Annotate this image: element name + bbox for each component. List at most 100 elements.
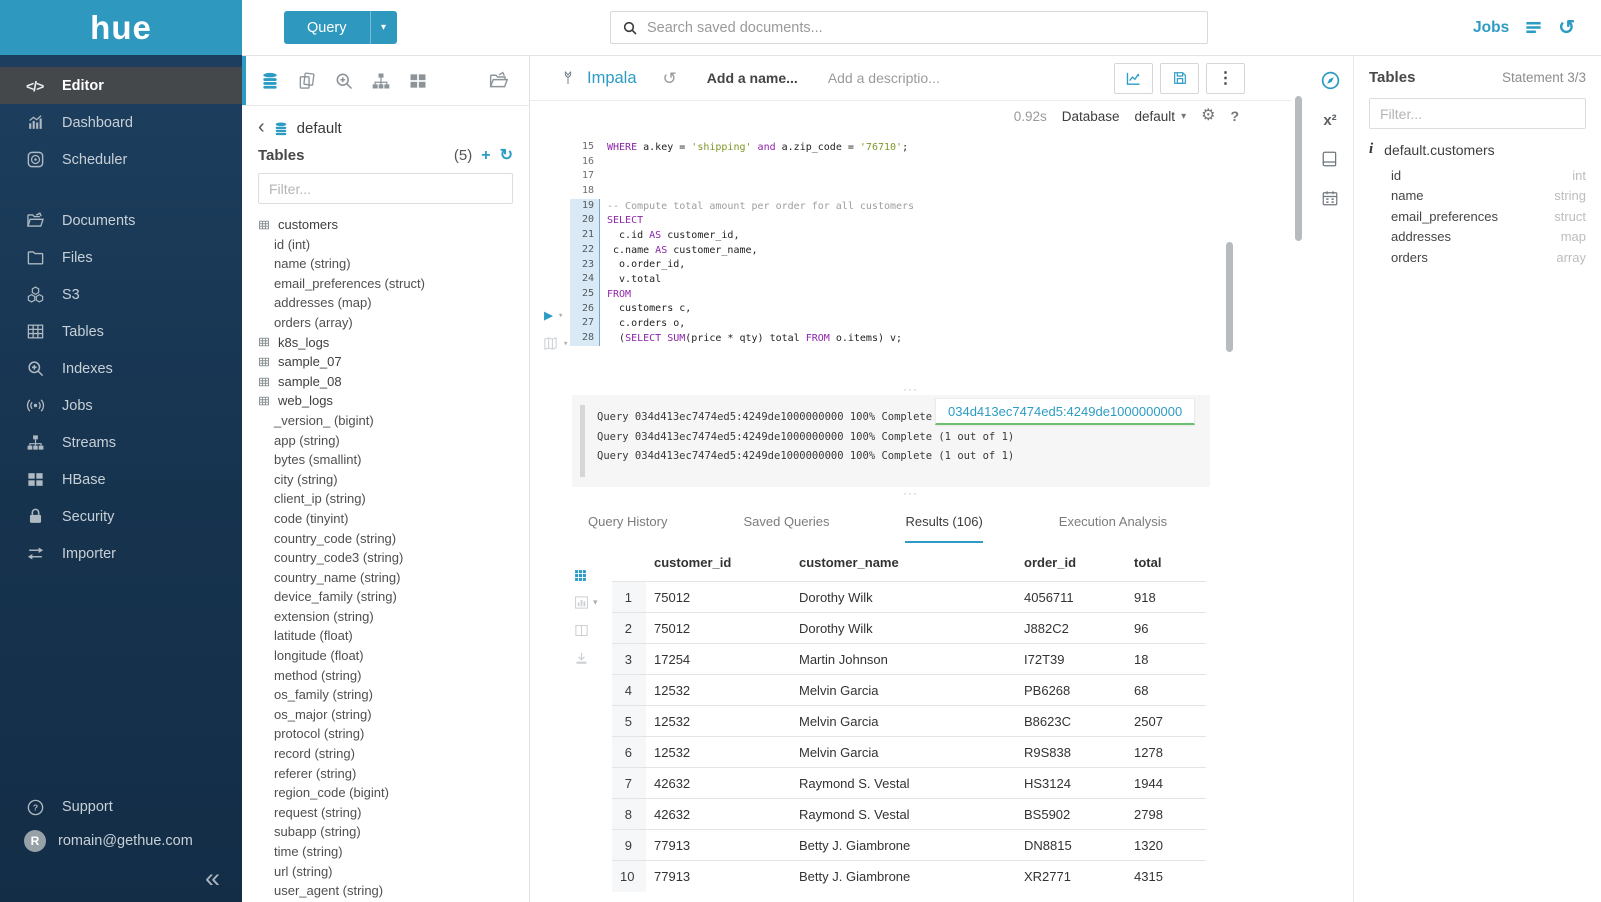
right-filter-input[interactable]: [1369, 98, 1586, 129]
column-header[interactable]: customer_name: [799, 555, 899, 570]
tree-column[interactable]: country_code (string): [274, 530, 397, 546]
sidebar-item-security[interactable]: Security: [0, 498, 242, 535]
tree-column[interactable]: time (string): [274, 844, 343, 859]
tree-column[interactable]: device_family (string): [274, 589, 397, 605]
column-header[interactable]: total: [1134, 555, 1162, 570]
sidebar-item-user[interactable]: R romain@gethue.com: [0, 824, 242, 858]
tree-column[interactable]: method (string): [274, 667, 362, 683]
sidebar-item-jobs[interactable]: Jobs: [0, 387, 242, 424]
tree-column[interactable]: latitude (float): [274, 628, 353, 644]
tree-column[interactable]: client_ip (string): [274, 491, 366, 507]
sidebar-item-streams[interactable]: Streams: [0, 424, 242, 461]
tree-column[interactable]: orders (array): [274, 314, 353, 330]
tree-column[interactable]: user_agent (string): [274, 883, 384, 899]
query-name-field[interactable]: Add a name...: [706, 70, 798, 86]
database-breadcrumb[interactable]: ‹ default: [258, 116, 513, 138]
tree-column[interactable]: city (string): [274, 471, 338, 487]
functions-icon[interactable]: x²: [1323, 112, 1337, 129]
tree-table-k8s_logs[interactable]: k8s_logs: [258, 333, 513, 353]
query-history-icon[interactable]: ↺: [662, 68, 677, 88]
tree-column[interactable]: url (string): [274, 863, 333, 879]
sidebar-item-hbase[interactable]: HBase: [0, 461, 242, 498]
sidebar-item-files[interactable]: Files: [0, 239, 242, 276]
chart-view-icon[interactable]: ▾: [574, 595, 612, 610]
sidebar-item-scheduler[interactable]: Scheduler: [0, 141, 242, 178]
tree-column[interactable]: code (tinyint): [274, 510, 349, 526]
column-header[interactable]: order_id: [1024, 555, 1077, 570]
jobs-link[interactable]: Jobs: [1473, 18, 1510, 36]
tab-execution-analysis[interactable]: Execution Analysis: [1058, 514, 1168, 529]
explain-button[interactable]: ▾: [543, 336, 568, 351]
back-chevron-icon[interactable]: ‹: [258, 116, 265, 138]
assist-column-orders[interactable]: orders array: [1369, 247, 1586, 268]
tree-column[interactable]: _version_ (bigint): [274, 412, 374, 428]
tree-column[interactable]: referer (string): [274, 765, 357, 781]
tree-column[interactable]: protocol (string): [274, 726, 365, 742]
save-button[interactable]: [1160, 62, 1199, 94]
hue-logo[interactable]: hue: [0, 0, 242, 55]
help-icon[interactable]: ?: [1230, 108, 1239, 124]
tree-column[interactable]: id (int): [274, 236, 311, 252]
sidebar-item-editor[interactable]: </> Editor: [0, 67, 242, 104]
tree-table-web_logs[interactable]: web_logs: [258, 391, 513, 411]
query-description-field[interactable]: Add a descriptio...: [827, 70, 940, 86]
resize-handle-bottom[interactable]: ···: [903, 486, 918, 500]
refresh-icon[interactable]: ↻: [499, 146, 513, 164]
tree-table-sample_08[interactable]: sample_08: [258, 372, 513, 392]
sidebar-item-indexes[interactable]: Indexes: [0, 350, 242, 387]
main-scrollbar[interactable]: [1295, 96, 1302, 241]
sql-editor[interactable]: 15 WHERE a.key = 'shipping' and a.zip_cod…: [530, 131, 1291, 383]
tables-filter-input[interactable]: [258, 173, 513, 204]
tree-column[interactable]: bytes (smallint): [274, 452, 362, 468]
database-select[interactable]: default ▾: [1135, 109, 1187, 124]
search-plus-icon[interactable]: [334, 71, 354, 91]
sidebar-item-support[interactable]: ? Support: [0, 790, 242, 824]
assist-column-name[interactable]: name string: [1369, 186, 1586, 207]
assist-column-addresses[interactable]: addresses map: [1369, 227, 1586, 248]
chart-button[interactable]: [1114, 62, 1153, 94]
databases-icon[interactable]: [260, 71, 280, 91]
columns-view-icon[interactable]: [574, 623, 612, 638]
tree-column[interactable]: email_preferences (struct): [274, 275, 425, 291]
tree-column[interactable]: record (string): [274, 746, 355, 762]
tree-column[interactable]: request (string): [274, 804, 362, 820]
tree-column[interactable]: os_family (string): [274, 687, 373, 703]
folder-open-icon[interactable]: [488, 70, 509, 91]
language-reference-icon[interactable]: [1321, 150, 1339, 168]
sidebar-collapse-icon[interactable]: «: [204, 863, 220, 893]
sidebar-item-s3[interactable]: S3: [0, 276, 242, 313]
settings-gear-icon[interactable]: ⚙: [1201, 107, 1216, 124]
active-table-row[interactable]: i default.customers: [1369, 141, 1586, 158]
tasks-icon[interactable]: [1524, 18, 1543, 37]
more-actions-button[interactable]: ⋮: [1206, 62, 1245, 94]
engine-name[interactable]: Impala: [587, 68, 637, 87]
sitemap-icon[interactable]: [371, 71, 391, 91]
tree-column[interactable]: subapp (string): [274, 824, 361, 840]
query-dropdown-caret[interactable]: ▾: [369, 11, 397, 44]
tree-column[interactable]: app (string): [274, 432, 340, 448]
tree-column[interactable]: region_code (bigint): [274, 785, 389, 801]
tree-column[interactable]: os_major (string): [274, 706, 372, 722]
tab-results-106-[interactable]: Results (106): [905, 514, 983, 543]
tree-column[interactable]: country_code3 (string): [274, 550, 404, 566]
execute-button[interactable]: ▶ ▾: [544, 308, 563, 323]
assistant-compass-icon[interactable]: [1320, 70, 1341, 91]
sidebar-item-documents[interactable]: Documents: [0, 202, 242, 239]
hbase-blocks-icon[interactable]: [408, 71, 428, 91]
sidebar-item-tables[interactable]: Tables: [0, 313, 242, 350]
history-icon[interactable]: ↺: [1558, 16, 1575, 39]
tab-saved-queries[interactable]: Saved Queries: [743, 514, 830, 529]
column-header[interactable]: customer_id: [654, 555, 732, 570]
tree-column[interactable]: addresses (map): [274, 295, 372, 311]
tree-column[interactable]: extension (string): [274, 608, 374, 624]
documents-copy-icon[interactable]: [297, 71, 317, 91]
editor-scrollbar[interactable]: [1226, 242, 1233, 352]
resize-handle-top[interactable]: ···: [903, 382, 918, 396]
sidebar-item-dashboard[interactable]: Dashboard: [0, 104, 242, 141]
tree-column[interactable]: longitude (float): [274, 648, 364, 664]
tree-table-sample_07[interactable]: sample_07: [258, 352, 513, 372]
grid-view-icon[interactable]: [574, 569, 612, 582]
tree-table-customers[interactable]: customers: [258, 215, 513, 235]
sidebar-item-importer[interactable]: Importer: [0, 535, 242, 572]
add-table-icon[interactable]: +: [481, 146, 491, 164]
